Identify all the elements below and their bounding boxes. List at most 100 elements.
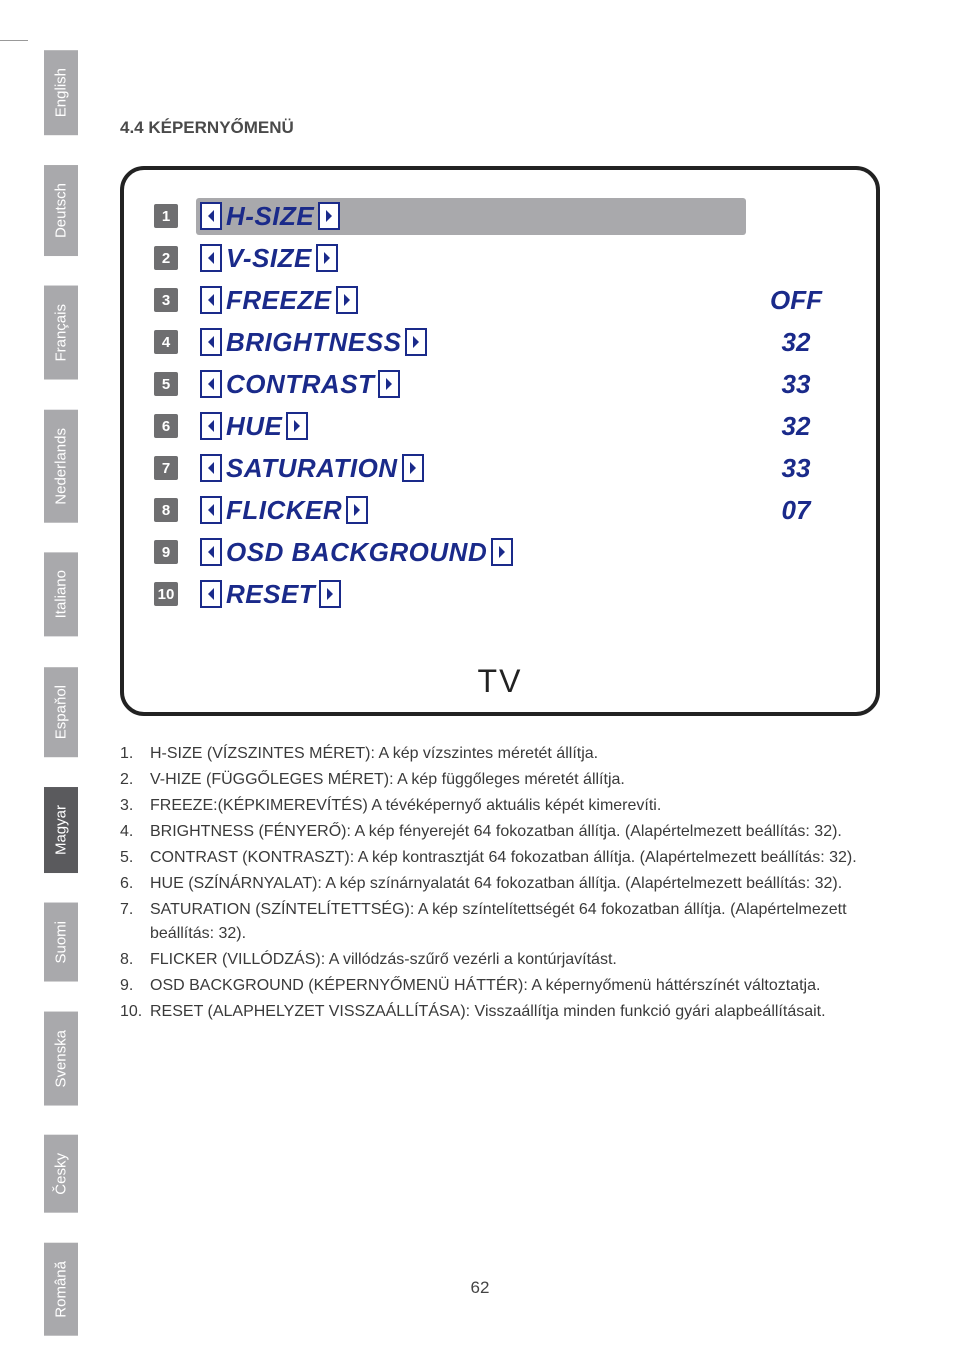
arrow-right-icon[interactable] <box>346 496 368 524</box>
osd-label-wrap: BRIGHTNESS <box>196 324 746 361</box>
lang-tab-suomi[interactable]: Suomi <box>44 903 78 982</box>
osd-value: 32 <box>746 327 846 358</box>
osd-label-wrap: SATURATION <box>196 450 746 487</box>
description-number: 6. <box>120 872 150 896</box>
language-sidebar: English Deutsch Français Nederlands Italiano… <box>44 50 78 1366</box>
osd-row-flicker[interactable]: 8 FLICKER07 <box>154 490 846 530</box>
arrow-left-icon[interactable] <box>200 454 222 482</box>
page-number: 62 <box>0 1278 960 1298</box>
arrow-left-icon[interactable] <box>200 580 222 608</box>
arrow-left-icon[interactable] <box>200 244 222 272</box>
osd-value: 32 <box>746 411 846 442</box>
description-item: 4.BRIGHTNESS (FÉNYERŐ): A kép fényerejét… <box>120 820 900 844</box>
lang-tab-espaňol[interactable]: Espaňol <box>44 667 78 757</box>
osd-menu-frame: 1H-SIZE2V-SIZE3FREEZEOFF4BRIGHTNESS325CO… <box>120 166 880 716</box>
osd-label-wrap: HUE <box>196 408 746 445</box>
osd-row-number: 8 <box>154 498 178 522</box>
osd-row-hue[interactable]: 6 HUE 32 <box>154 406 846 446</box>
lang-tab-magyar[interactable]: Magyar <box>44 787 78 873</box>
arrow-left-icon[interactable] <box>200 412 222 440</box>
osd-row-freeze[interactable]: 3FREEZEOFF <box>154 280 846 320</box>
arrow-right-icon[interactable] <box>336 286 358 314</box>
osd-label: OSD BACKGROUND <box>226 537 487 568</box>
osd-value: OFF <box>746 285 846 316</box>
osd-label: CONTRAST <box>226 369 374 400</box>
osd-row-number: 5 <box>154 372 178 396</box>
description-item: 5.CONTRAST (KONTRASZT): A kép kontrasztj… <box>120 846 900 870</box>
osd-label: BRIGHTNESS <box>226 327 401 358</box>
lang-tab-français[interactable]: Français <box>44 286 78 380</box>
description-item: 8.FLICKER (VILLÓDZÁS): A villódzás-szűrő… <box>120 948 900 972</box>
osd-value: 33 <box>746 369 846 400</box>
osd-value: 33 <box>746 453 846 484</box>
osd-label-wrap: V-SIZE <box>196 240 746 277</box>
description-text: CONTRAST (KONTRASZT): A kép kontrasztját… <box>150 846 900 870</box>
osd-row-reset[interactable]: 10RESET <box>154 574 846 614</box>
arrow-left-icon[interactable] <box>200 496 222 524</box>
osd-label-wrap: OSD BACKGROUND <box>196 534 746 571</box>
arrow-left-icon[interactable] <box>200 286 222 314</box>
description-number: 9. <box>120 974 150 998</box>
description-item: 9.OSD BACKGROUND (KÉPERNYŐMENÜ HÁTTÉR): … <box>120 974 900 998</box>
description-number: 2. <box>120 768 150 792</box>
osd-footer-label: TV <box>124 663 876 700</box>
description-number: 8. <box>120 948 150 972</box>
osd-label-wrap: FREEZE <box>196 282 746 319</box>
arrow-right-icon[interactable] <box>318 202 340 230</box>
osd-row-brightness[interactable]: 4BRIGHTNESS32 <box>154 322 846 362</box>
osd-rows-container: 1H-SIZE2V-SIZE3FREEZEOFF4BRIGHTNESS325CO… <box>154 196 846 614</box>
arrow-right-icon[interactable] <box>402 454 424 482</box>
osd-label: FREEZE <box>226 285 332 316</box>
description-item: 2.V-HIZE (FÜGGŐLEGES MÉRET): A kép függő… <box>120 768 900 792</box>
description-text: V-HIZE (FÜGGŐLEGES MÉRET): A kép függőle… <box>150 768 900 792</box>
osd-row-number: 9 <box>154 540 178 564</box>
arrow-right-icon[interactable] <box>319 580 341 608</box>
description-text: HUE (SZÍNÁRNYALAT): A kép színárnyalatát… <box>150 872 900 896</box>
arrow-left-icon[interactable] <box>200 370 222 398</box>
osd-label: RESET <box>226 579 315 610</box>
description-text: FREEZE:(KÉPKIMEREVÍTÉS) A tévéképernyő a… <box>150 794 900 818</box>
lang-tab-nederlands[interactable]: Nederlands <box>44 410 78 523</box>
description-item: 6.HUE (SZÍNÁRNYALAT): A kép színárnyalat… <box>120 872 900 896</box>
osd-label-wrap: CONTRAST <box>196 366 746 403</box>
osd-row-number: 6 <box>154 414 178 438</box>
arrow-left-icon[interactable] <box>200 538 222 566</box>
osd-label-wrap: H-SIZE <box>196 198 746 235</box>
description-text: SATURATION (SZÍNTELÍTETTSÉG): A kép szín… <box>150 898 900 946</box>
description-text: RESET (ALAPHELYZET VISSZAÁLLÍTÁSA): Viss… <box>150 1000 900 1024</box>
arrow-right-icon[interactable] <box>405 328 427 356</box>
osd-label-wrap: FLICKER <box>196 492 746 529</box>
arrow-right-icon[interactable] <box>316 244 338 272</box>
lang-tab-česky[interactable]: Česky <box>44 1135 78 1213</box>
arrow-left-icon[interactable] <box>200 328 222 356</box>
arrow-left-icon[interactable] <box>200 202 222 230</box>
arrow-right-icon[interactable] <box>286 412 308 440</box>
osd-label-wrap: RESET <box>196 576 746 613</box>
lang-tab-italiano[interactable]: Italiano <box>44 552 78 636</box>
description-number: 5. <box>120 846 150 870</box>
osd-row-saturation[interactable]: 7SATURATION33 <box>154 448 846 488</box>
description-number: 10. <box>120 1000 150 1024</box>
osd-row-v-size[interactable]: 2V-SIZE <box>154 238 846 278</box>
lang-tab-deutsch[interactable]: Deutsch <box>44 165 78 256</box>
description-list: 1.H-SIZE (VÍZSZINTES MÉRET): A kép vízsz… <box>120 742 900 1024</box>
osd-row-contrast[interactable]: 5 CONTRAST 33 <box>154 364 846 404</box>
content-area: 4.4 KÉPERNYŐMENÜ 1H-SIZE2V-SIZE3FREEZEOF… <box>120 118 900 1026</box>
osd-value: 07 <box>746 495 846 526</box>
description-text: BRIGHTNESS (FÉNYERŐ): A kép fényerejét 6… <box>150 820 900 844</box>
lang-tab-english[interactable]: English <box>44 50 78 135</box>
description-item: 1.H-SIZE (VÍZSZINTES MÉRET): A kép vízsz… <box>120 742 900 766</box>
arrow-right-icon[interactable] <box>378 370 400 398</box>
osd-label: SATURATION <box>226 453 398 484</box>
lang-tab-svenska[interactable]: Svenska <box>44 1012 78 1106</box>
osd-row-number: 1 <box>154 204 178 228</box>
description-number: 3. <box>120 794 150 818</box>
osd-row-h-size[interactable]: 1 H-SIZE <box>154 196 846 236</box>
description-text: H-SIZE (VÍZSZINTES MÉRET): A kép vízszin… <box>150 742 900 766</box>
arrow-right-icon[interactable] <box>491 538 513 566</box>
description-number: 1. <box>120 742 150 766</box>
description-item: 3.FREEZE:(KÉPKIMEREVÍTÉS) A tévéképernyő… <box>120 794 900 818</box>
description-number: 4. <box>120 820 150 844</box>
osd-row-osd-background[interactable]: 9 OSD BACKGROUND <box>154 532 846 572</box>
osd-label: HUE <box>226 411 282 442</box>
